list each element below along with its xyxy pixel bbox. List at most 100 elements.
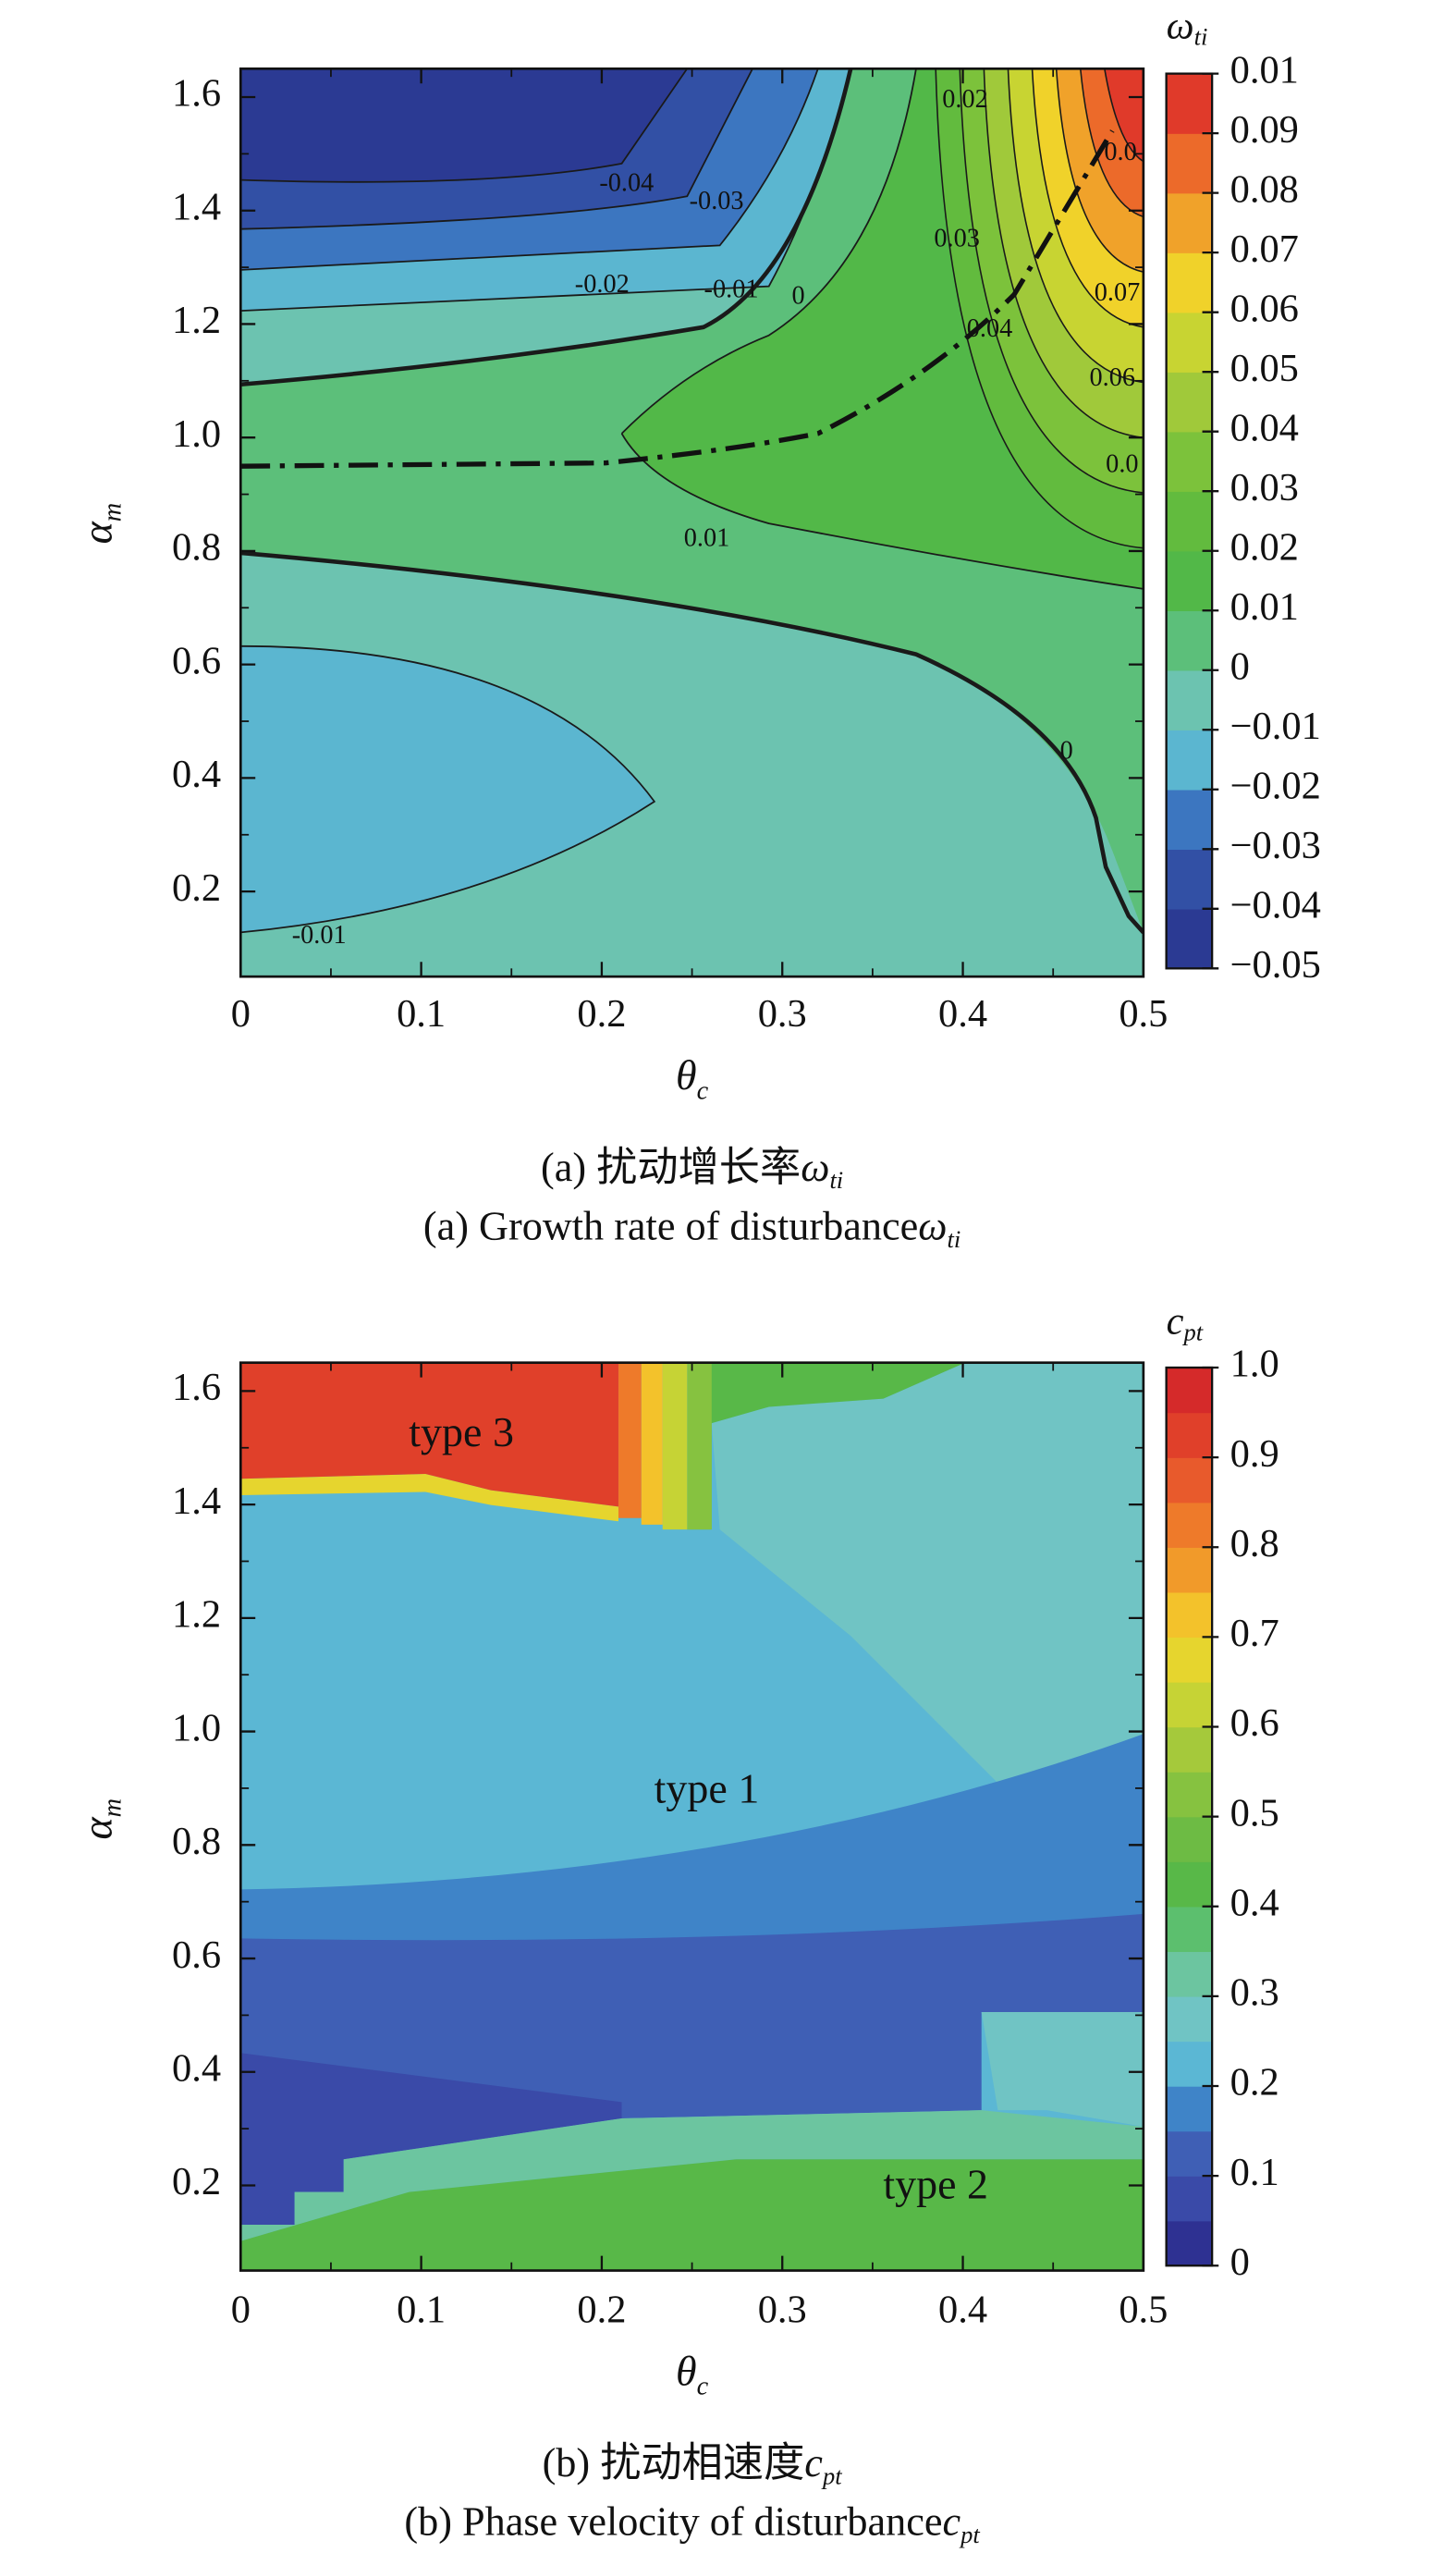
colorbar-segment — [1166, 1412, 1213, 1458]
caption-symbol: ω — [801, 1145, 829, 1190]
x-tick-label: 0.4 — [938, 2288, 987, 2331]
contour-line — [1104, 68, 1144, 163]
colorbar-segment — [1166, 730, 1213, 791]
colorbar-segment — [1166, 669, 1213, 730]
colorbar-segment — [1166, 252, 1213, 313]
filled-region — [240, 2053, 622, 2226]
caption-sub: pt — [959, 2521, 980, 2548]
y-tick-label: 0.8 — [172, 526, 221, 570]
annotation: 0.04 — [967, 314, 1013, 343]
contour-line — [620, 433, 1144, 590]
x-axis-label-sub: c — [697, 2372, 709, 2400]
annotation: 0.03 — [934, 225, 980, 253]
y-axis-label-sub: m — [99, 1798, 128, 1817]
contour-line — [935, 68, 1144, 549]
y-tick-label: 1.2 — [172, 299, 221, 342]
colorbar-label: c — [1167, 1300, 1184, 1344]
y-axis-label-sub: m — [99, 503, 128, 522]
x-tick-label: 0 — [231, 2288, 251, 2331]
caption: (b) 扰动相速度 — [543, 2440, 805, 2485]
x-tick-label: 0.1 — [397, 2288, 446, 2331]
x-axis-label: θ — [676, 1051, 697, 1098]
colorbar-segment — [1166, 1772, 1213, 1818]
colorbar-segment — [1166, 133, 1213, 194]
filled-region — [1104, 68, 1144, 162]
y-tick-label: 0.2 — [172, 866, 221, 910]
filled-region — [240, 68, 688, 182]
colorbar-segment — [1166, 2220, 1213, 2266]
caption: (a) 扰动增长率 — [541, 1145, 801, 1190]
caption-symbol: ω — [918, 1204, 947, 1249]
colorbar-tick-label: 0 — [1230, 644, 1250, 688]
x-tick-label: 0.1 — [397, 992, 446, 1036]
colorbar-tick-label: 0.05 — [1230, 347, 1299, 390]
colorbar-segment — [1166, 1726, 1213, 1773]
colorbar-segment — [1166, 2041, 1213, 2087]
y-axis-label-group: αm — [73, 503, 127, 545]
filled-region — [711, 1362, 1144, 1800]
y-tick-label: 1.4 — [172, 185, 221, 228]
annotation: 0.0 — [1106, 450, 1138, 479]
annotation: -0.01 — [704, 275, 759, 303]
colorbar-tick-label: 0.4 — [1230, 1881, 1279, 1924]
contour-line — [983, 68, 1144, 439]
colorbar-segment — [1166, 2085, 1213, 2132]
colorbar-label-sub: ti — [1194, 23, 1208, 51]
colorbar-segment — [1166, 908, 1213, 970]
annotation: 0.07 — [1095, 278, 1141, 307]
y-tick-label: 0.4 — [172, 2047, 221, 2091]
colorbar-tick-label: 0.08 — [1230, 167, 1299, 211]
caption-symbol: c — [804, 2440, 823, 2485]
filled-region — [662, 1362, 688, 1530]
annotation: type 3 — [409, 1408, 514, 1455]
plot-area — [240, 1362, 1144, 2271]
colorbar-segment — [1166, 1457, 1213, 1503]
colorbar-segment — [1166, 372, 1213, 433]
filled-region — [240, 1473, 618, 1522]
annotation: 0.01 — [684, 523, 730, 552]
colorbar-segment — [1166, 849, 1213, 910]
colorbar-tick-label: −0.01 — [1230, 705, 1321, 748]
colorbar-segment — [1166, 1951, 1213, 1997]
contour-line — [620, 68, 917, 435]
colorbar-segment — [1166, 1861, 1213, 1908]
annotation: -0.02 — [575, 270, 630, 299]
annotation: 0.02 — [942, 85, 988, 114]
annotation: -0.03 — [690, 187, 744, 215]
colorbar-tick-label: 0.09 — [1230, 108, 1299, 152]
x-tick-label: 0.4 — [938, 992, 987, 1036]
y-tick-label: 0.6 — [172, 1933, 221, 1977]
annotation: -0.04 — [599, 168, 654, 197]
x-tick-label: 0.2 — [577, 2288, 626, 2331]
colorbar-tick-label: 0.7 — [1230, 1612, 1279, 1655]
contour-line — [240, 644, 656, 934]
y-tick-label: 1.2 — [172, 1593, 221, 1637]
colorbar-segment — [1166, 491, 1213, 552]
y-tick-label: 1.4 — [172, 1479, 221, 1523]
colorbar-segment — [1166, 431, 1213, 492]
x-axis-label-sub: c — [697, 1076, 709, 1105]
x-tick-label: 0.3 — [758, 2288, 807, 2331]
filled-region — [618, 1362, 642, 1518]
caption: (a) Growth rate of disturbance — [423, 1204, 918, 1249]
colorbar-tick-label: 0.6 — [1230, 1701, 1279, 1745]
y-axis-label-group: αm — [73, 1798, 127, 1840]
colorbar-tick-label: 0.5 — [1230, 1791, 1279, 1835]
annotation: 0.0 — [1104, 138, 1136, 166]
x-tick-label: 0.5 — [1119, 2288, 1168, 2331]
contour-line — [240, 68, 819, 271]
y-tick-label: 1.0 — [172, 1706, 221, 1749]
colorbar-segment — [1166, 1816, 1213, 1862]
annotation: 0.06 — [1089, 363, 1135, 392]
annotation: -0.01 — [292, 921, 347, 950]
colorbar-label: ω — [1167, 5, 1194, 48]
contour-line — [1007, 68, 1144, 384]
y-axis-label: α — [73, 521, 120, 544]
caption-symbol: c — [942, 2499, 960, 2545]
plot-area — [240, 68, 1144, 977]
x-axis-label: θ — [676, 2347, 697, 2394]
colorbar-segment — [1166, 312, 1213, 373]
contour-line — [1031, 68, 1144, 328]
y-tick-label: 1.6 — [172, 1366, 221, 1409]
